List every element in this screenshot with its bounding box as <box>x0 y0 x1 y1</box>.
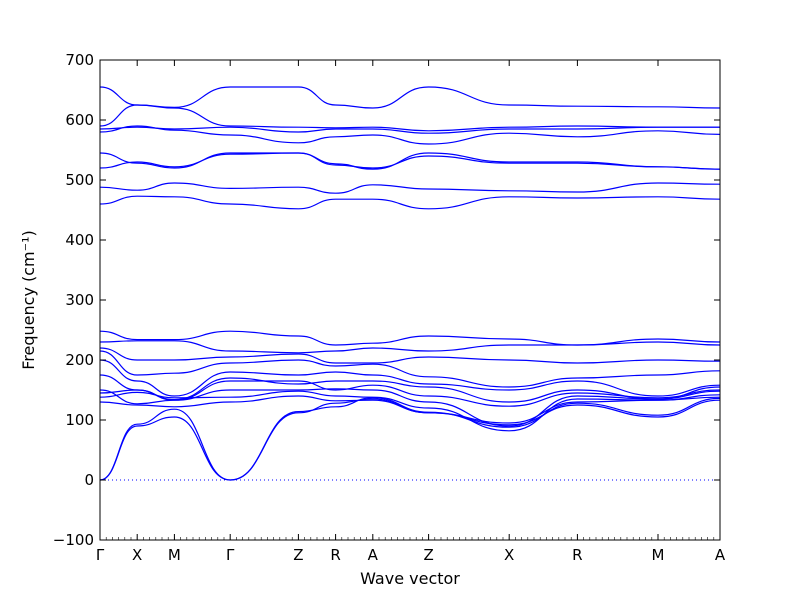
x-tick-label: Γ <box>96 546 105 564</box>
band-line-19 <box>99 104 720 132</box>
x-tick-label: Γ <box>226 546 235 564</box>
x-tick-label: X <box>132 546 142 564</box>
band-line-17 <box>99 125 721 145</box>
y-tick-label: 0 <box>84 471 94 489</box>
x-tick-label: R <box>572 546 582 564</box>
y-axis-ticks: −100 0 100 200 300 400 500 600 700 <box>53 51 720 549</box>
x-axis-label: Wave vector <box>360 569 460 588</box>
band-line-1 <box>99 398 721 481</box>
band-line-2 <box>99 397 721 481</box>
y-tick-label: 600 <box>65 111 94 129</box>
y-tick-label: 200 <box>65 351 94 369</box>
band-line-14 <box>99 182 721 194</box>
band-line-16 <box>99 152 721 170</box>
x-tick-label: M <box>652 546 665 564</box>
band-line-4 <box>99 390 721 432</box>
y-tick-label: 100 <box>65 411 94 429</box>
y-axis-label: Frequency (cm⁻¹) <box>19 230 38 369</box>
band-line-11 <box>99 340 721 354</box>
y-tick-label: −100 <box>53 531 94 549</box>
x-tick-label: Z <box>423 546 433 564</box>
x-tick-label: X <box>504 546 514 564</box>
band-line-8 <box>99 359 721 397</box>
band-line-18 <box>99 126 720 134</box>
y-tick-label: 700 <box>65 51 94 69</box>
band-line-20 <box>99 86 721 109</box>
band-line-6 <box>99 380 721 407</box>
band-line-7 <box>99 374 721 403</box>
band-line-13 <box>99 195 721 210</box>
x-tick-label: M <box>168 546 181 564</box>
band-line-9 <box>99 350 721 388</box>
x-tick-label: R <box>330 546 340 564</box>
band-line-12 <box>99 330 721 346</box>
band-line-15 <box>99 152 721 170</box>
phonon-bands <box>99 86 721 481</box>
y-tick-label: 500 <box>65 171 94 189</box>
x-tick-label: A <box>368 546 379 564</box>
x-tick-label: A <box>715 546 726 564</box>
y-tick-label: 400 <box>65 231 94 249</box>
y-tick-label: 300 <box>65 291 94 309</box>
band-line-3 <box>99 395 721 424</box>
x-tick-label: Z <box>293 546 303 564</box>
band-line-10 <box>99 347 721 364</box>
